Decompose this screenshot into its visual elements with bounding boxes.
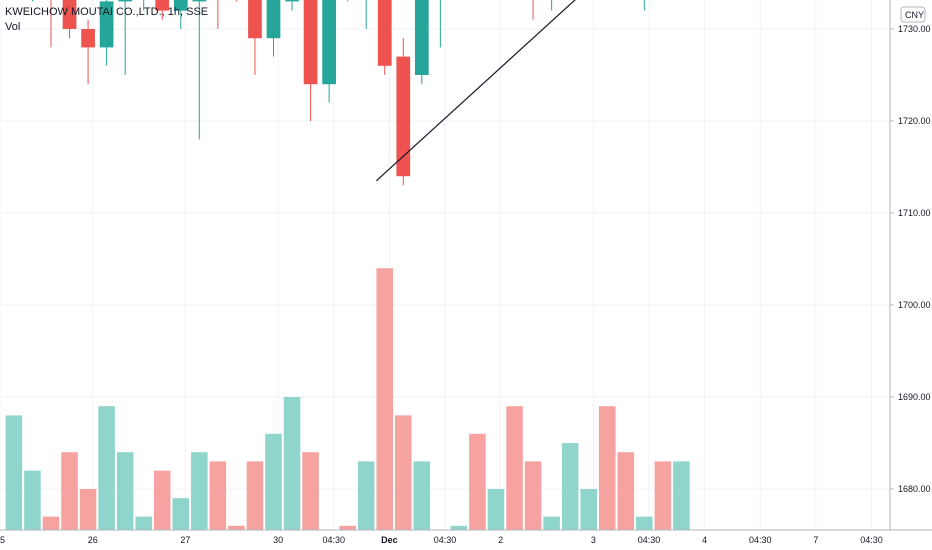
y-tick-label: 1730.00 <box>898 24 931 34</box>
candle-body <box>377 0 392 66</box>
volume-bar <box>636 516 653 530</box>
volume-bar <box>543 516 560 530</box>
volume-bar <box>598 406 616 530</box>
y-tick-label: 1680.00 <box>898 484 931 494</box>
candle-body <box>266 0 281 39</box>
volume-bar <box>79 489 97 530</box>
volume-bar <box>395 415 412 530</box>
candle-body <box>118 0 133 2</box>
volume-bar <box>487 489 505 530</box>
y-tick-label: 1710.00 <box>898 208 931 218</box>
volume-label: Vol <box>5 21 21 33</box>
candle-body <box>62 0 77 29</box>
candle-body <box>303 0 318 85</box>
candle-body <box>322 0 336 85</box>
trend-line <box>375 0 576 182</box>
candle-body <box>173 0 188 11</box>
volume-bar <box>617 452 635 530</box>
candle-body <box>81 29 95 48</box>
candle-body <box>192 0 207 2</box>
x-tick-label: 25 <box>0 535 5 545</box>
volume-bar <box>209 461 227 530</box>
x-tick-label: 04:30 <box>860 535 883 545</box>
candle-body <box>285 0 299 2</box>
volume-bar <box>5 415 23 530</box>
volume-bar <box>561 443 579 530</box>
currency-badge-text: CNY <box>905 10 924 20</box>
volume-bar <box>191 452 208 530</box>
x-tick-label: 26 <box>88 535 98 545</box>
y-tick-label: 1720.00 <box>898 116 931 126</box>
currency-badge <box>900 6 926 23</box>
chart-title: KWEICHOW MOUTAI CO.,LTD., 1h, SSE <box>5 6 209 18</box>
volume-bar <box>153 470 171 530</box>
volume-bar <box>283 397 301 530</box>
volume-bar <box>654 461 672 530</box>
volume-bar <box>413 461 431 530</box>
volume-bar <box>524 461 542 530</box>
volume-bar <box>61 452 78 530</box>
volume-bar <box>302 452 319 530</box>
y-tick-label: 1700.00 <box>898 300 931 310</box>
x-tick-label: 7 <box>813 535 818 545</box>
x-tick-label: 27 <box>180 535 190 545</box>
price-axis-bg <box>890 0 932 530</box>
volume-bar <box>339 525 356 530</box>
candle-body <box>155 0 170 11</box>
candle-body <box>414 0 429 75</box>
volume-bar <box>42 516 60 530</box>
volume-bar <box>673 461 690 530</box>
x-tick-label: Dec <box>381 535 398 545</box>
volume-bar <box>24 470 41 530</box>
x-tick-label: 04:30 <box>749 535 772 545</box>
x-tick-label: 3 <box>591 535 596 545</box>
volume-bar <box>265 433 282 530</box>
y-tick-label: 1690.00 <box>898 392 931 402</box>
x-tick-label: 30 <box>273 535 283 545</box>
volume-bar <box>246 461 264 530</box>
x-tick-label: 04:30 <box>322 535 345 545</box>
volume-bar <box>506 406 523 530</box>
volume-bar <box>580 489 597 530</box>
x-tick-label: 04:30 <box>434 535 457 545</box>
volume-bar <box>357 461 375 530</box>
candle-body <box>396 56 411 177</box>
volume-bar <box>135 516 152 530</box>
candle-body <box>248 0 262 39</box>
x-tick-label: 04:30 <box>638 535 661 545</box>
volume-bar <box>376 268 394 530</box>
x-tick-label: 4 <box>702 535 707 545</box>
volume-bar <box>116 452 134 530</box>
x-tick-label: 2 <box>498 535 503 545</box>
volume-bar <box>469 433 486 530</box>
candle-body <box>99 1 114 48</box>
volume-bar <box>172 498 190 530</box>
volume-bar <box>98 406 115 530</box>
volume-bar <box>450 525 468 530</box>
volume-bar <box>228 525 245 530</box>
